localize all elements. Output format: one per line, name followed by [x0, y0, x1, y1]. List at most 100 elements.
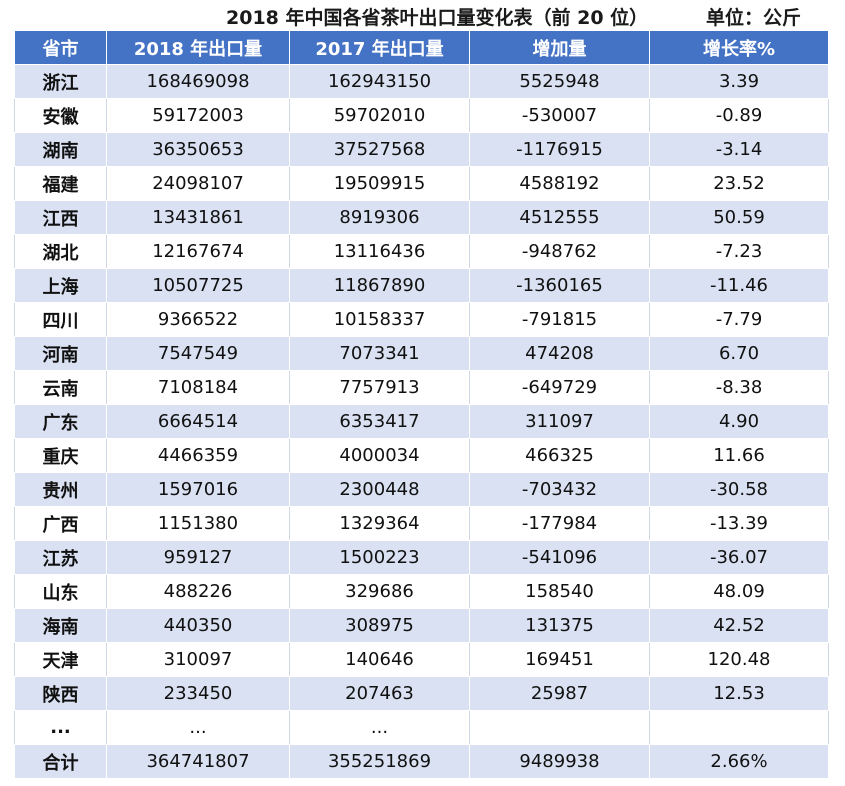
growth-rate-cell: -8.38	[649, 370, 829, 405]
province-cell: 四川	[14, 302, 107, 337]
growth-rate-cell: -13.39	[649, 506, 829, 541]
export-2018-cell: 9366522	[106, 302, 290, 337]
header-growth-rate: 增长率%	[649, 30, 829, 65]
table-row: .........	[14, 710, 829, 745]
province-cell: 上海	[14, 268, 107, 303]
export-2017-cell: 7073341	[289, 336, 470, 371]
export-2017-cell: 2300448	[289, 472, 470, 507]
header-row: 省市 2018 年出口量 2017 年出口量 增加量 增长率%	[14, 30, 829, 65]
header-province: 省市	[14, 30, 107, 65]
increase-cell: 9489938	[469, 744, 650, 779]
export-2017-cell: 4000034	[289, 438, 470, 473]
tea-export-table: 省市 2018 年出口量 2017 年出口量 增加量 增长率% 浙江 168469…	[14, 30, 829, 779]
export-2018-cell: 310097	[106, 642, 290, 677]
export-2017-cell: 59702010	[289, 98, 470, 133]
table-row: 广西 1151380 1329364 -177984 -13.39	[14, 506, 829, 541]
table-row: 河南 7547549 7073341 474208 6.70	[14, 336, 829, 371]
table-row: 陕西 233450 207463 25987 12.53	[14, 676, 829, 711]
growth-rate-cell: 12.53	[649, 676, 829, 711]
export-2017-cell: 11867890	[289, 268, 470, 303]
province-cell: 浙江	[14, 64, 107, 99]
export-2018-cell: 168469098	[106, 64, 290, 99]
growth-rate-cell: 4.90	[649, 404, 829, 439]
increase-cell: -1176915	[469, 132, 650, 167]
growth-rate-cell: 50.59	[649, 200, 829, 235]
growth-rate-cell: -11.46	[649, 268, 829, 303]
export-2017-cell: 1329364	[289, 506, 470, 541]
growth-rate-cell: 120.48	[649, 642, 829, 677]
province-cell: 山东	[14, 574, 107, 609]
export-2018-cell: 1151380	[106, 506, 290, 541]
export-2018-cell: 7108184	[106, 370, 290, 405]
export-2017-cell: 329686	[289, 574, 470, 609]
province-cell: 江西	[14, 200, 107, 235]
growth-rate-cell: 3.39	[649, 64, 829, 99]
increase-cell: 4588192	[469, 166, 650, 201]
table-body: 浙江 168469098 162943150 5525948 3.39 安徽 5917200…	[14, 64, 829, 779]
growth-rate-cell: 42.52	[649, 608, 829, 643]
export-2018-cell: 233450	[106, 676, 290, 711]
increase-cell: -177984	[469, 506, 650, 541]
increase-cell: 311097	[469, 404, 650, 439]
table-row: 重庆 4466359 4000034 466325 11.66	[14, 438, 829, 473]
growth-rate-cell	[649, 710, 829, 745]
increase-cell: -1360165	[469, 268, 650, 303]
growth-rate-cell: 23.52	[649, 166, 829, 201]
export-2017-cell: 8919306	[289, 200, 470, 235]
table-row: 湖北 12167674 13116436 -948762 -7.23	[14, 234, 829, 269]
growth-rate-cell: 48.09	[649, 574, 829, 609]
increase-cell: 466325	[469, 438, 650, 473]
growth-rate-cell: 6.70	[649, 336, 829, 371]
table-row: 四川 9366522 10158337 -791815 -7.79	[14, 302, 829, 337]
growth-rate-cell: -3.14	[649, 132, 829, 167]
increase-cell: -649729	[469, 370, 650, 405]
table-row: 湖南 36350653 37527568 -1176915 -3.14	[14, 132, 829, 167]
increase-cell: 158540	[469, 574, 650, 609]
export-2017-cell: 140646	[289, 642, 470, 677]
export-2018-cell: 13431861	[106, 200, 290, 235]
export-2017-cell: 207463	[289, 676, 470, 711]
province-cell: 广西	[14, 506, 107, 541]
growth-rate-cell: -0.89	[649, 98, 829, 133]
table-title: 2018 年中国各省茶叶出口量变化表（前 20 位）	[226, 7, 649, 29]
increase-cell: -530007	[469, 98, 650, 133]
table-row: 浙江 168469098 162943150 5525948 3.39	[14, 64, 829, 99]
province-cell: 陕西	[14, 676, 107, 711]
header-export-2017: 2017 年出口量	[289, 30, 470, 65]
increase-cell: 169451	[469, 642, 650, 677]
province-cell: 合计	[14, 744, 107, 779]
increase-cell: 5525948	[469, 64, 650, 99]
province-cell: 海南	[14, 608, 107, 643]
table-row: 海南 440350 308975 131375 42.52	[14, 608, 829, 643]
growth-rate-cell: 11.66	[649, 438, 829, 473]
export-2018-cell: 4466359	[106, 438, 290, 473]
province-cell: 安徽	[14, 98, 107, 133]
export-2018-cell: 959127	[106, 540, 290, 575]
export-2018-cell: 59172003	[106, 98, 290, 133]
table-row: 安徽 59172003 59702010 -530007 -0.89	[14, 98, 829, 133]
export-2017-cell: 13116436	[289, 234, 470, 269]
export-2017-cell: 10158337	[289, 302, 470, 337]
province-cell: 天津	[14, 642, 107, 677]
export-2017-cell: ...	[289, 710, 470, 745]
province-cell: 重庆	[14, 438, 107, 473]
province-cell: 广东	[14, 404, 107, 439]
increase-cell	[469, 710, 650, 745]
unit-label: 单位：公斤	[706, 7, 802, 29]
province-cell: 福建	[14, 166, 107, 201]
header-export-2018: 2018 年出口量	[106, 30, 290, 65]
increase-cell: -703432	[469, 472, 650, 507]
export-2017-cell: 37527568	[289, 132, 470, 167]
header-increase: 增加量	[469, 30, 650, 65]
increase-cell: 25987	[469, 676, 650, 711]
growth-rate-cell: -36.07	[649, 540, 829, 575]
export-2018-cell: 440350	[106, 608, 290, 643]
export-2018-cell: 12167674	[106, 234, 290, 269]
table-row: 广东 6664514 6353417 311097 4.90	[14, 404, 829, 439]
table-row: 合计 364741807 355251869 9489938 2.66%	[14, 744, 829, 779]
title-bar: 2018 年中国各省茶叶出口量变化表（前 20 位） 单位：公斤	[0, 0, 845, 29]
export-2018-cell: 7547549	[106, 336, 290, 371]
export-2017-cell: 7757913	[289, 370, 470, 405]
province-cell: 湖北	[14, 234, 107, 269]
growth-rate-cell: -30.58	[649, 472, 829, 507]
